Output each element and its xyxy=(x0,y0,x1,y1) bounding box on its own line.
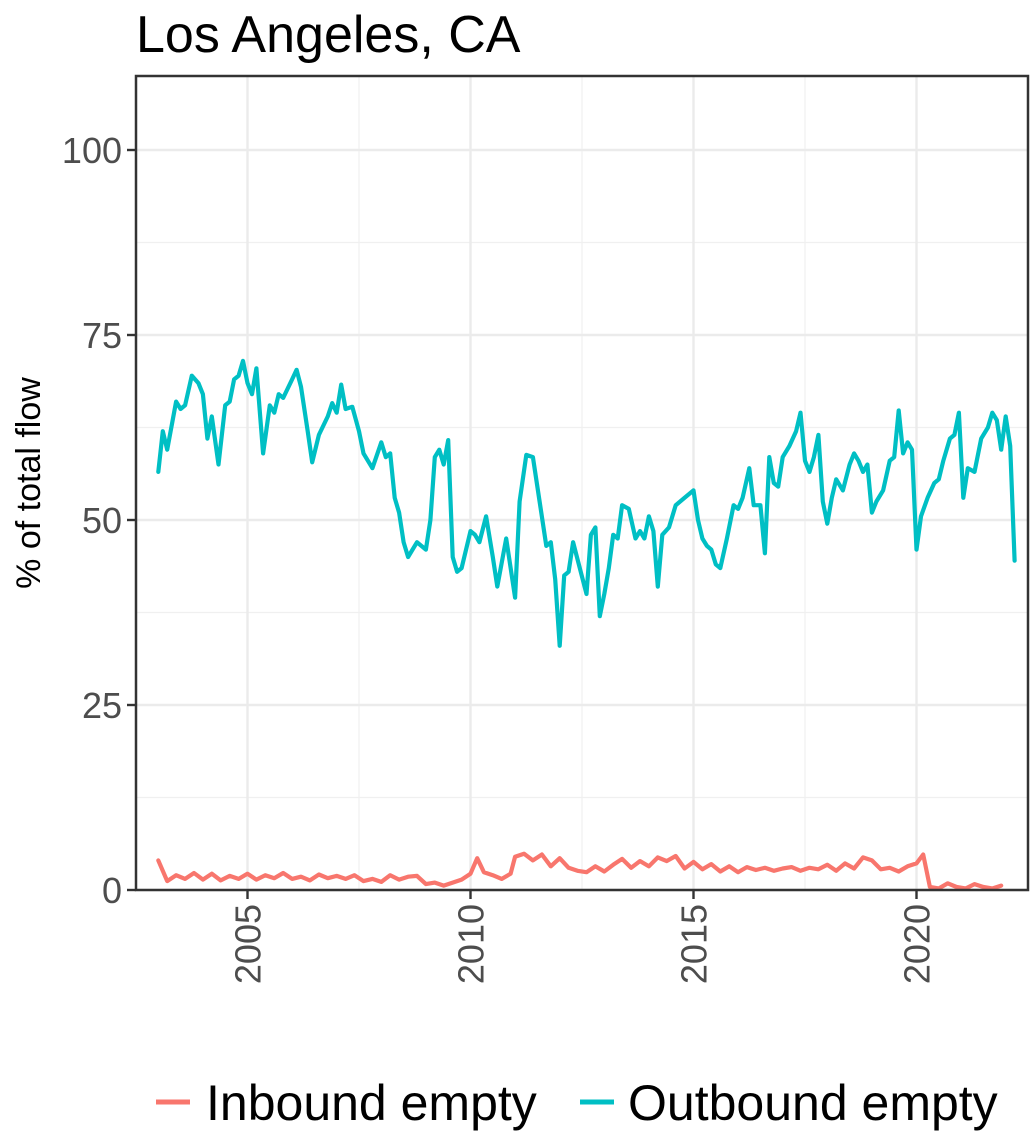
x-tick-label: 2015 xyxy=(674,904,715,984)
y-tick-label: 25 xyxy=(82,685,122,726)
x-axis-ticks: 2005 2010 2015 2020 xyxy=(228,890,938,984)
panel-border xyxy=(134,74,1030,892)
y-axis-ticks: 0 25 50 75 100 xyxy=(62,130,136,911)
series-layer xyxy=(156,358,1017,891)
y-tick-label: 75 xyxy=(82,315,122,356)
series-line-outbound-empty xyxy=(156,358,1017,648)
y-axis-label: % of total flow xyxy=(10,377,48,589)
legend-label-outbound-empty: Outbound empty xyxy=(628,1075,998,1131)
chart-title: Los Angeles, CA xyxy=(136,6,521,64)
y-tick-label: 100 xyxy=(62,130,122,171)
y-tick-label: 50 xyxy=(82,500,122,541)
legend-label-inbound-empty: Inbound empty xyxy=(206,1075,537,1131)
x-tick-label: 2010 xyxy=(451,904,492,984)
legend: Inbound empty Outbound empty xyxy=(156,1075,998,1131)
y-tick-label: 0 xyxy=(102,870,122,911)
x-tick-label: 2020 xyxy=(897,904,938,984)
x-tick-label: 2005 xyxy=(228,904,269,984)
series-line-inbound-empty xyxy=(156,851,1004,891)
